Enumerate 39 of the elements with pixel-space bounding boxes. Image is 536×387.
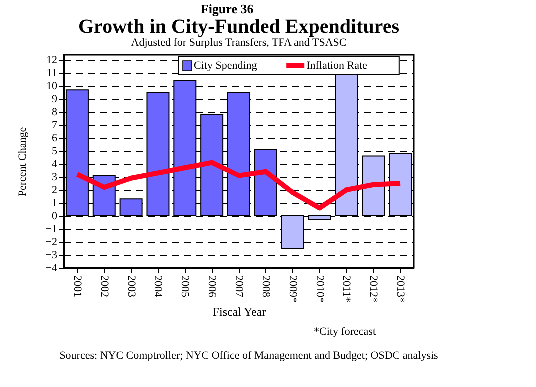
y-tick-label: 8	[52, 106, 58, 119]
x-tick-label: 2008	[260, 276, 272, 298]
y-tick-label: 1	[52, 198, 58, 210]
x-tick-label: 2013*	[394, 276, 407, 303]
y-tick-label: 12	[46, 54, 58, 67]
y-axis-title: Percent Change	[16, 127, 29, 197]
y-tick-label: 9	[52, 94, 58, 106]
y-tick-label: 5	[52, 146, 58, 158]
source-note: Sources: NYC Comptroller; NYC Office of Management and Budget; OSDC analysis	[60, 350, 438, 362]
y-tick-label: 2	[52, 184, 58, 197]
legend-label: City Spending	[194, 60, 258, 72]
y-tick-label: −2	[46, 236, 58, 249]
y-tick-label: −1	[46, 224, 58, 236]
y-tick-label: −4	[46, 262, 58, 274]
x-tick-label: 2012*	[368, 276, 380, 303]
text: *City forecast	[314, 326, 376, 338]
x-tick-label: 2011*	[340, 276, 353, 303]
x-tick-label: 2006	[206, 276, 218, 298]
chart-title: Growth in City-Funded Expenditures	[78, 16, 400, 38]
y-tick-label: 4	[52, 158, 58, 171]
caption: Figure 36	[200, 1, 254, 16]
y-tick-label: 0	[52, 210, 58, 223]
legend-label: Inflation Rate	[306, 60, 368, 72]
x-tick-label: 2009*	[286, 276, 299, 303]
x-tick-label: 2001	[71, 276, 84, 298]
x-tick-label: 2002	[98, 276, 110, 298]
y-tick-label: 3	[52, 172, 58, 184]
y-tick-label: 11	[46, 68, 58, 80]
x-tick-label: 2004	[152, 276, 164, 298]
x-tick-label: 2003	[125, 276, 138, 298]
x-tick-label: 2007	[233, 276, 245, 298]
x-tick-label: 2010*	[314, 276, 326, 303]
y-tick-label: −3	[46, 250, 58, 262]
x-axis-title: Fiscal Year	[212, 305, 266, 319]
y-tick-label: 10	[46, 80, 58, 93]
x-tick-label: 2005	[179, 276, 192, 298]
y-tick-label: 6	[52, 132, 58, 145]
chart-subtitle: Adjusted for Surplus Transfers, TFA and TSASC	[131, 37, 347, 50]
y-tick-label: 7	[52, 120, 58, 132]
